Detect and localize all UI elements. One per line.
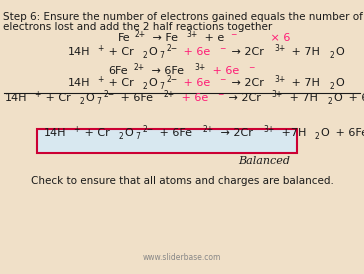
Text: O: O: [333, 93, 342, 103]
Text: 7: 7: [160, 51, 165, 60]
Text: 14H: 14H: [68, 47, 91, 57]
Text: + 6Fe: + 6Fe: [332, 128, 364, 138]
Text: 2: 2: [142, 82, 147, 91]
Text: 14H: 14H: [44, 128, 67, 138]
Text: +: +: [73, 125, 79, 134]
Text: 7: 7: [160, 82, 165, 91]
Text: + 6e: + 6e: [209, 66, 239, 76]
Text: 2+: 2+: [203, 125, 214, 134]
Text: +7H: +7H: [278, 128, 306, 138]
Text: +: +: [34, 90, 40, 99]
Text: O: O: [321, 128, 329, 138]
Text: 2: 2: [79, 97, 84, 106]
Text: +: +: [97, 44, 103, 53]
Text: 3+: 3+: [274, 44, 285, 53]
Text: → 2Cr: → 2Cr: [225, 93, 261, 103]
Text: + e: + e: [201, 33, 224, 43]
Text: O: O: [149, 78, 157, 88]
Text: Balanced: Balanced: [238, 156, 290, 166]
Text: + 6e: + 6e: [178, 93, 209, 103]
Text: 14H: 14H: [5, 93, 28, 103]
Text: + 7H: + 7H: [289, 47, 320, 57]
Text: → 2Cr: → 2Cr: [228, 78, 264, 88]
Text: −: −: [219, 75, 226, 84]
Text: −: −: [219, 44, 226, 53]
FancyBboxPatch shape: [37, 129, 297, 153]
Text: 2: 2: [142, 51, 147, 60]
Text: 2+: 2+: [164, 90, 175, 99]
Text: O: O: [149, 47, 157, 57]
Text: 3+: 3+: [186, 30, 197, 39]
Text: 7: 7: [97, 97, 102, 106]
Text: Step 6: Ensure the number of electrons gained equals the number of: Step 6: Ensure the number of electrons g…: [3, 12, 363, 22]
Text: + 6Fe: + 6Fe: [118, 93, 153, 103]
Text: → 6Fe: → 6Fe: [148, 66, 184, 76]
Text: 2−: 2−: [166, 44, 177, 53]
Text: 2−: 2−: [103, 90, 114, 99]
Text: × 6: × 6: [239, 33, 290, 43]
Text: 2: 2: [314, 132, 319, 141]
Text: 2+: 2+: [133, 63, 145, 72]
Text: −: −: [230, 30, 237, 39]
Text: → 2Cr: → 2Cr: [217, 128, 253, 138]
Text: O: O: [124, 128, 133, 138]
Text: 2: 2: [328, 97, 332, 106]
Text: 2: 2: [118, 132, 123, 141]
Text: 3+: 3+: [274, 75, 285, 84]
Text: electrons lost and add the 2 half reactions together: electrons lost and add the 2 half reacti…: [3, 22, 272, 32]
Text: O: O: [86, 93, 94, 103]
Text: 3+: 3+: [272, 90, 283, 99]
Text: + 7H: + 7H: [289, 78, 320, 88]
Text: 2−: 2−: [166, 75, 177, 84]
Text: × 1: × 1: [347, 47, 364, 57]
Text: Fe: Fe: [118, 33, 131, 43]
Text: 2−: 2−: [142, 125, 153, 134]
Text: 2+: 2+: [134, 30, 145, 39]
Text: → 2Cr: → 2Cr: [228, 47, 264, 57]
Text: −: −: [248, 63, 254, 72]
Text: + Cr: + Cr: [42, 93, 71, 103]
Text: + 6Fe: + 6Fe: [157, 128, 193, 138]
Text: O: O: [336, 47, 344, 57]
Text: + Cr: + Cr: [81, 128, 110, 138]
Text: + 7H: + 7H: [286, 93, 318, 103]
Text: → Fe: → Fe: [149, 33, 178, 43]
Text: 7: 7: [136, 132, 141, 141]
Text: −: −: [217, 90, 223, 99]
Text: +: +: [97, 75, 103, 84]
Text: 2: 2: [330, 51, 335, 60]
Text: + Cr: + Cr: [105, 47, 134, 57]
Text: 3+: 3+: [264, 125, 275, 134]
Text: O: O: [336, 78, 344, 88]
Text: 14H: 14H: [68, 78, 91, 88]
Text: 6Fe: 6Fe: [108, 66, 128, 76]
Text: + 6Fe: + 6Fe: [345, 93, 364, 103]
Text: Check to ensure that all atoms and charges are balanced.: Check to ensure that all atoms and charg…: [31, 176, 333, 186]
Text: + Cr: + Cr: [105, 78, 134, 88]
Text: + 6e: + 6e: [181, 47, 211, 57]
Text: 3+: 3+: [194, 63, 205, 72]
Text: www.sliderbase.com: www.sliderbase.com: [143, 253, 221, 262]
Text: + 6e: + 6e: [181, 78, 211, 88]
Text: 2: 2: [330, 82, 335, 91]
